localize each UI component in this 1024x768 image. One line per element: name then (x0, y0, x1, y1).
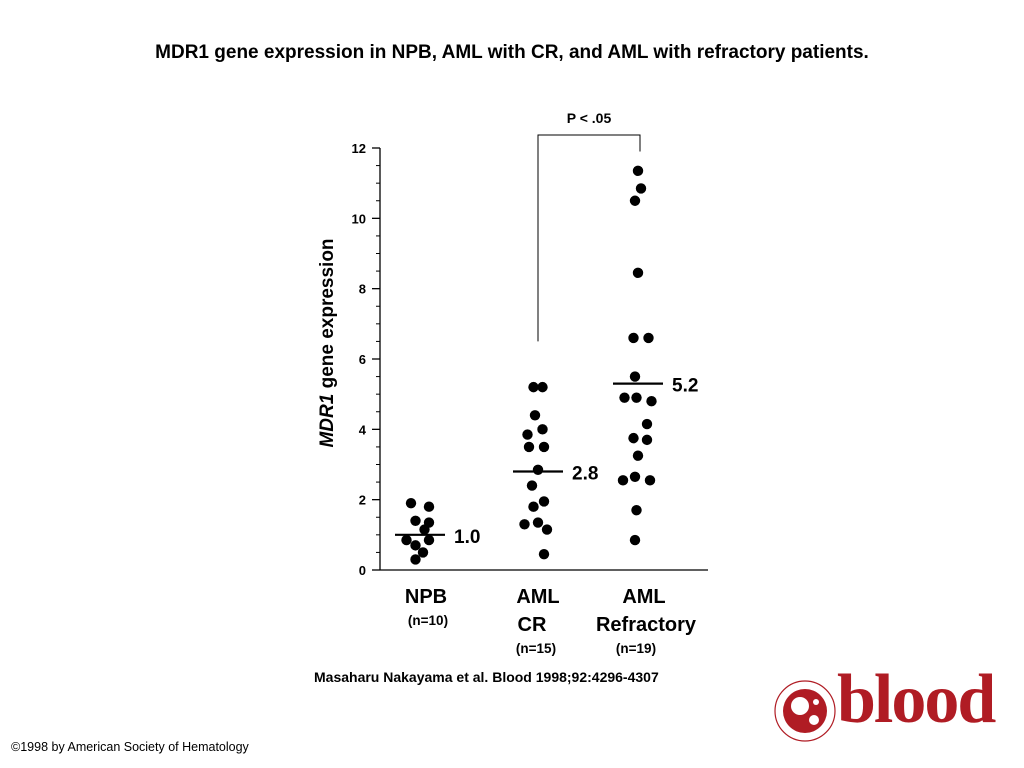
group-label-line1: NPB (405, 586, 447, 608)
data-point (419, 524, 430, 535)
data-point (541, 524, 553, 535)
data-point (631, 392, 642, 403)
data-point (643, 332, 654, 344)
y-axis-label-rest: gene expression (317, 238, 338, 393)
data-point (526, 480, 538, 491)
y-tick-label: 2 (359, 493, 366, 508)
y-axis-label-italic: MDR1 (317, 394, 338, 448)
y-tick-label: 4 (359, 422, 367, 437)
mean-label: 2.8 (572, 464, 598, 485)
group-label-layer: NPB (n=10) AML CR (n=15) AML Refractory (n=19) (405, 586, 697, 656)
y-tick-label: 6 (359, 352, 366, 367)
data-point (646, 396, 657, 407)
copyright: ©1998 by American Society of Hematology (11, 740, 249, 754)
slide-title: MDR1 gene expression in NPB, AML with CR… (155, 42, 869, 63)
data-point (538, 441, 550, 453)
data-point (641, 434, 653, 446)
data-point (410, 540, 421, 551)
data-point (417, 547, 429, 558)
data-point (528, 501, 539, 512)
group-label-line1: AML (516, 586, 559, 608)
data-point (629, 195, 641, 206)
y-tick-label: 0 (359, 563, 366, 578)
data-point (532, 517, 544, 528)
y-tick-label: 12 (352, 141, 366, 156)
data-point (538, 548, 550, 560)
significance-bracket (537, 134, 641, 342)
y-tick-label: 10 (352, 211, 366, 226)
significance-bracket-layer: P < .05 (537, 110, 641, 342)
data-point (519, 519, 530, 530)
blood-journal-logo-icon (774, 680, 836, 742)
data-point (628, 332, 639, 344)
data-point (423, 501, 435, 512)
data-point (538, 496, 550, 507)
mean-label: 5.2 (672, 376, 698, 397)
data-point (537, 381, 548, 393)
group-n-label: (n=19) (616, 641, 656, 656)
y-tick-label: 8 (359, 282, 366, 297)
group-n-label: (n=15) (516, 641, 556, 656)
mean-layer: 1.0 2.8 5.2 (395, 376, 698, 548)
data-point (532, 464, 544, 475)
data-point (523, 441, 535, 453)
data-point (632, 450, 644, 461)
data-point (405, 497, 417, 509)
data-point (635, 183, 647, 194)
significance-label: P < .05 (567, 110, 612, 126)
data-point (632, 267, 644, 279)
data-point (423, 534, 435, 546)
data-point (644, 475, 656, 486)
data-point (629, 534, 641, 546)
data-point (522, 429, 533, 440)
points-layer (401, 165, 657, 565)
citation: Masaharu Nakayama et al. Blood 1998;92:4… (314, 669, 659, 685)
data-point (619, 392, 630, 403)
data-point (631, 505, 642, 516)
data-point (401, 534, 412, 546)
data-point (628, 432, 639, 444)
group-n-label: (n=10) (408, 613, 448, 628)
data-point (629, 371, 641, 382)
data-point (632, 165, 644, 177)
y-axis-label: MDR1 gene expression (317, 238, 338, 447)
axis-layer: 0 2 4 6 8 10 12 MDR1 gene expression (317, 141, 708, 578)
group-label-line2: CR (518, 614, 547, 636)
data-point (410, 554, 421, 565)
data-point (537, 424, 548, 435)
blood-wordmark: blood (837, 661, 996, 738)
data-point (617, 475, 629, 486)
data-point (528, 381, 539, 393)
data-point (529, 410, 541, 421)
data-point (641, 418, 653, 430)
group-label-line1: AML (622, 586, 665, 608)
data-point (629, 471, 641, 483)
data-point (410, 515, 421, 526)
mean-label: 1.0 (454, 527, 480, 548)
group-label-line2: Refractory (596, 614, 697, 636)
